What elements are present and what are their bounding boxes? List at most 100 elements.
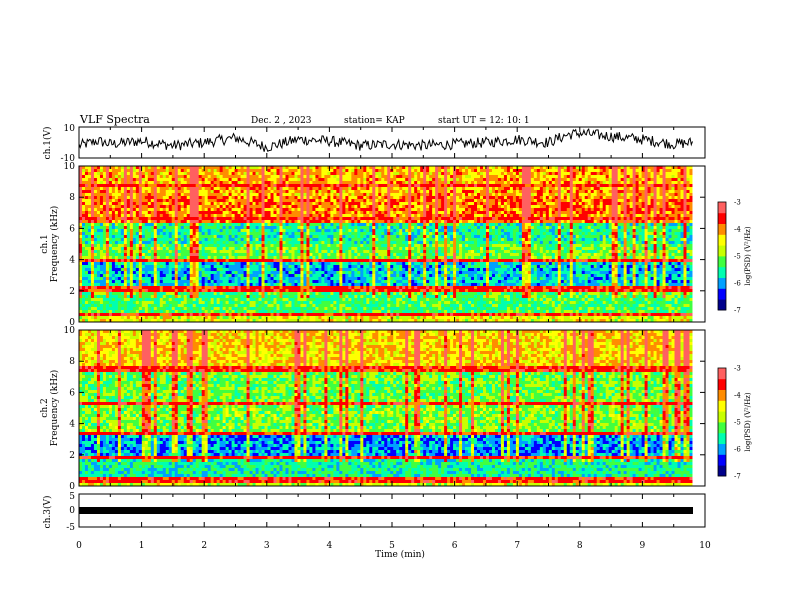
spectrogram-cell [518,223,523,227]
spectrogram-cell [620,229,624,233]
spectrogram-cell [617,205,622,209]
spectrogram-cell [324,229,328,233]
spectrogram-cell [557,205,562,209]
spectrogram-cell [378,184,382,188]
spectrogram-cell [521,226,526,230]
spectrogram-cell [267,229,271,233]
spectrogram-cell [111,190,116,194]
spectrogram-cell [351,178,355,182]
spectrogram-cell [267,172,271,176]
spectrogram-cell [405,175,409,179]
spectrogram-cell [378,196,382,200]
spectrogram-cell [632,196,636,200]
spectrogram-cell [471,199,475,203]
spectrogram-cell [635,232,639,236]
spectrogram-cell [530,223,535,227]
spectrogram-cell [168,196,173,200]
spectrogram-cell [318,184,322,188]
spectrogram-cell [123,181,128,185]
spectrogram-cell [369,175,373,179]
spectrogram-cell [339,190,343,194]
spectrogram-cell [159,190,164,194]
spectrogram-cell [168,178,173,182]
spectrogram-cell [375,229,379,233]
spectrogram-cell [620,175,624,179]
spectrogram-cell [471,217,475,221]
spectrogram-cell [438,235,442,239]
spectrogram-cell [306,175,310,179]
spectrogram-cell [578,172,583,176]
spectrogram-cell [345,211,349,215]
spectrogram-cell [102,178,107,182]
spectrogram-cell [650,175,654,179]
spectrogram-cell [656,217,660,221]
spectrogram-cell [423,181,427,185]
spectrogram-cell [321,196,325,200]
spectrogram-cell [177,226,182,230]
spectrogram-cell [680,208,684,212]
spectrogram-cell [656,181,660,185]
spectrogram-cell [408,226,412,230]
spectrogram-cell [300,190,304,194]
spectrogram-cell [614,235,619,239]
spectrogram-cell [264,175,268,179]
spectrogram-cell [638,172,642,176]
spectrogram-cell [105,211,110,215]
spectrogram-cell [375,193,379,197]
spectrogram-cell [608,235,613,239]
spectrogram-cell [611,172,616,176]
spectrogram-cell [348,190,352,194]
spectrogram-cell [686,175,690,179]
spectrogram-cell [620,226,624,230]
spectrogram-cell [393,235,397,239]
spectrogram-cell [483,178,487,182]
spectrogram-cell [599,208,604,212]
spectrogram-cell [512,202,517,206]
spectrogram-cell [79,220,83,224]
spectrogram-cell [294,196,298,200]
spectrogram-cell [542,187,547,191]
spectrogram-cell [488,226,493,230]
spectrogram-cell [231,229,235,233]
spectrogram-cell [273,190,277,194]
spectrogram-cell [114,190,119,194]
spectrogram-cell [590,220,595,224]
spectrogram-cell [515,220,520,224]
spectrogram-cell [566,211,571,215]
spectrogram-cell [509,196,514,200]
spectrogram-cell [629,166,633,170]
spectrogram-cell [216,187,220,191]
spectrogram-cell [569,235,574,239]
spectrogram-cell [120,217,125,221]
spectrogram-cell [360,223,364,227]
spectrogram-cell [483,220,487,224]
spectrogram-cell [671,211,675,215]
spectrogram-cell [491,202,496,206]
spectrogram-cell [596,235,601,239]
spectrogram-cell [530,175,535,179]
spectrogram-cell [207,220,212,224]
spectrogram-cell [93,205,98,209]
spectrogram-cell [435,184,439,188]
spectrogram-cell [572,220,577,224]
spectrogram-cell [686,226,690,230]
spectrogram-cell [662,178,666,182]
spectrogram-cell [336,217,340,221]
spectrogram-cell [518,172,523,176]
spectrogram-cell [491,178,496,182]
spectrogram-cell [384,178,388,182]
spectrogram-cell [393,175,397,179]
spectrogram-cell [683,229,687,233]
spectrogram-cell [494,220,499,224]
spectrogram-cell [465,190,469,194]
spectrogram-cell [593,166,598,170]
spectrogram-cell [174,202,179,206]
spectrogram-cell [204,232,209,236]
spectrogram-cell [297,184,301,188]
spectrogram-cell [659,196,663,200]
spectrogram-cell [90,223,95,227]
spectrogram-cell [240,190,244,194]
spectrogram-cell [294,208,298,212]
spectrogram-cell [647,184,651,188]
spectrogram-cell [635,181,639,185]
